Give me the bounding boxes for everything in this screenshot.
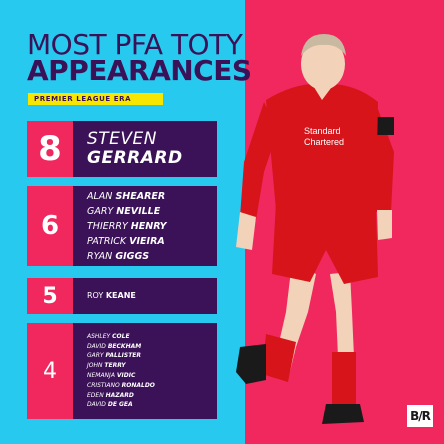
player-name: NEMANJA VIDIC	[87, 372, 136, 379]
player-name: JOHN TERRY	[87, 362, 126, 370]
player-list: ROY KEANE	[73, 278, 217, 314]
player-name: THIERRY HENRY	[87, 220, 167, 232]
appearances-row-5: 5 ROY KEANE	[27, 278, 217, 314]
player-name: ASHLEY COLE	[87, 332, 130, 340]
svg-text:Standard: Standard	[304, 126, 341, 136]
appearance-count: 6	[27, 186, 73, 266]
appearances-row-8: 8 STEVEN GERRARD	[27, 121, 217, 177]
appearances-row-6: 6 ALAN SHEARER GARY NEVILLE THIERRY HENR…	[27, 186, 217, 266]
svg-text:Chartered: Chartered	[304, 137, 344, 147]
player-name: EDEN HAZARD	[87, 391, 134, 399]
bleacher-report-logo: B/R	[407, 405, 433, 427]
page-title-line2: APPEARANCES	[27, 54, 252, 87]
player-list: ALAN SHEARER GARY NEVILLE THIERRY HENRY …	[73, 186, 217, 266]
player-name: GARY PALLISTER	[87, 352, 142, 360]
player-name: DAVID BECKHAM	[87, 342, 142, 350]
player-name: PATRICK VIEIRA	[87, 235, 165, 247]
player-list: ASHLEY COLE DAVID BECKHAM GARY PALLISTER…	[73, 323, 217, 419]
subtitle-badge: PREMIER LEAGUE ERA	[28, 93, 163, 105]
player-name: GARY NEVILLE	[87, 205, 161, 217]
appearances-row-4: 4 ASHLEY COLE DAVID BECKHAM GARY PALLIST…	[27, 323, 217, 419]
appearance-count: 8	[27, 121, 73, 177]
page-title-line1: MOST PFA TOTY	[27, 28, 243, 61]
player-first-name: STEVEN	[87, 129, 158, 149]
player-name: ROY KEANE	[87, 291, 136, 300]
player-illustration: Standard Chartered	[236, 34, 394, 424]
appearance-count: 4	[27, 323, 73, 419]
player-last-name: GERRARD	[87, 148, 183, 168]
player-list: STEVEN GERRARD	[73, 121, 217, 177]
appearance-count: 5	[27, 278, 73, 314]
player-name: CRISTIANO RONALDO	[87, 381, 155, 389]
player-name: RYAN GIGGS	[87, 250, 150, 262]
player-name: ALAN SHEARER	[87, 190, 166, 202]
player-name: DAVID DE GEA	[87, 401, 133, 409]
